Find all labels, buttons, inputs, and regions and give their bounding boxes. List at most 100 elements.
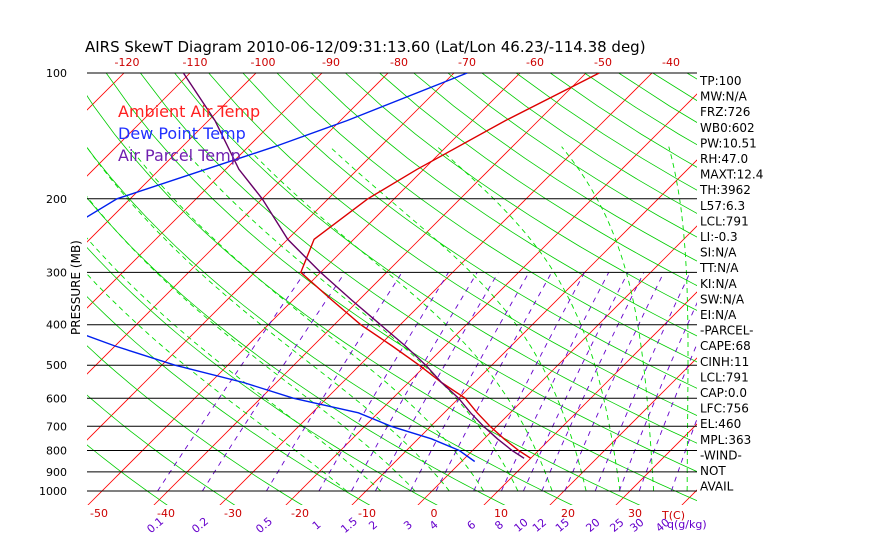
top-temp-tick-label: -40 xyxy=(662,56,680,69)
bottom-temp-tick-label: 20 xyxy=(561,507,575,520)
dry-adiabat-line xyxy=(413,73,697,262)
mixing-ratio-lines xyxy=(157,272,697,492)
isotherm-line xyxy=(549,357,697,505)
isotherm-line xyxy=(153,73,587,505)
isotherm-line xyxy=(615,423,697,505)
top-temp-tick-label: -50 xyxy=(594,56,612,69)
top-temp-tick-label: -90 xyxy=(322,56,340,69)
dry-adiabat-line xyxy=(208,73,697,416)
legend-entry: Dew Point Temp xyxy=(118,124,246,143)
mixing-ratio-line xyxy=(473,272,585,492)
pressure-tick-label: 500 xyxy=(46,359,67,372)
pressure-tick-label: 1000 xyxy=(39,485,67,498)
mixing-ratio-line xyxy=(594,272,691,492)
dry-adiabat-line xyxy=(87,94,641,505)
sounding-profiles xyxy=(87,73,600,463)
stability-index-item: EL:460 xyxy=(700,417,741,431)
dry-adiabat-line xyxy=(87,246,438,505)
moist-adiabat-line xyxy=(87,196,416,492)
moist-adiabat-line xyxy=(180,146,519,492)
top-temp-tick-label: -110 xyxy=(183,56,208,69)
dry-adiabat-line xyxy=(87,296,371,505)
bottom-temp-tick-labels: -50 -40 -30 -20 -10 0 10 20 30 xyxy=(90,507,642,520)
mixing-ratio-line xyxy=(522,272,629,492)
isotherm-line xyxy=(87,73,389,375)
bottom-temp-tick-label: -10 xyxy=(358,507,376,520)
mixing-ratio-line xyxy=(670,417,697,492)
dry-adiabat-line xyxy=(87,146,573,505)
isotherm-line xyxy=(87,73,191,177)
isotherm-line xyxy=(804,33,870,515)
bottom-temp-tick-label: -30 xyxy=(224,507,242,520)
top-temp-tick-label: -70 xyxy=(458,56,476,69)
top-temp-tick-label: -60 xyxy=(526,56,544,69)
isotherm-line xyxy=(87,73,257,243)
top-temp-tick-label: -120 xyxy=(115,56,140,69)
mixing-ratio-tick-label: 0.5 xyxy=(253,515,275,536)
stability-index-item: NOT xyxy=(700,464,726,478)
dry-adiabat-line xyxy=(87,444,168,505)
bottom-temp-tick-label: 0 xyxy=(431,507,438,520)
mixing-ratio-line xyxy=(202,272,346,492)
mixing-ratio-line xyxy=(157,272,306,492)
mixing-ratio-line xyxy=(351,272,478,492)
stability-index-item: SI:N/A xyxy=(700,246,737,260)
moist-adiabat-line xyxy=(668,146,689,491)
stability-index-item: MAXT:12.4 xyxy=(700,168,763,182)
moist-adiabat-lines xyxy=(87,146,689,492)
dry-adiabat-line xyxy=(652,73,697,102)
stability-index-item: -WIND- xyxy=(700,448,742,462)
stability-index-item: RH:47.0 xyxy=(700,152,748,166)
isotherm-line xyxy=(351,159,697,505)
moist-adiabat-line xyxy=(561,146,655,492)
stability-index-item: WB0:602 xyxy=(700,121,755,135)
stability-index-item: CAPE:68 xyxy=(700,339,751,353)
moist-adiabat-line xyxy=(329,146,587,492)
isotherm-line xyxy=(483,291,697,505)
stability-index-item: FRZ:726 xyxy=(700,105,750,119)
legend-entry: Ambient Air Temp xyxy=(118,102,260,121)
mixing-ratio-line xyxy=(375,272,499,492)
pressure-tick-label: 600 xyxy=(46,392,67,405)
isotherm-line xyxy=(417,225,697,505)
dry-adiabat-line xyxy=(87,197,506,505)
moist-adiabat-line xyxy=(245,146,553,492)
mixing-ratio-tick-label: 2 xyxy=(366,518,380,532)
stability-index-item: TP:100 xyxy=(699,74,742,88)
top-temp-tick-label: -100 xyxy=(251,56,276,69)
isotherm-line xyxy=(0,33,32,515)
moist-adiabat-line xyxy=(87,273,347,492)
stability-index-item: AVAIL xyxy=(700,480,734,494)
stability-index-item: TT:N/A xyxy=(699,261,739,275)
stability-index-item: MW:N/A xyxy=(700,90,748,104)
pressure-tick-labels: 100 200 300 400 500 600 700 800 900 1000 xyxy=(39,67,67,498)
mixing-ratio-tick-label: 3 xyxy=(401,518,415,532)
mixing-ratio-line xyxy=(500,272,610,492)
dry-adiabat-line xyxy=(378,73,697,287)
mixing-ratio-tick-label: 12 xyxy=(530,516,549,535)
stability-index-item: EI:N/A xyxy=(700,308,737,322)
stability-index-item: CAP:0.0 xyxy=(700,386,747,400)
top-temp-tick-label: -80 xyxy=(390,56,408,69)
mixing-ratio-line xyxy=(266,272,403,492)
mixing-ratio-tick-label: 20 xyxy=(583,516,602,535)
stability-index-item: MPL:363 xyxy=(700,433,751,447)
pressure-tick-label: 900 xyxy=(46,466,67,479)
isotherm-line xyxy=(285,93,697,505)
dry-adiabat-line xyxy=(87,394,236,505)
mixing-ratio-line xyxy=(541,272,645,492)
profile-ambient-air-temp xyxy=(299,73,600,459)
pressure-tick-label: 200 xyxy=(46,193,67,206)
isotherm-line xyxy=(738,33,870,515)
dry-adiabat-line xyxy=(87,345,303,505)
stability-index-item: KI:N/A xyxy=(700,277,737,291)
chart-title: AIRS SkewT Diagram 2010-06-12/09:31:13.6… xyxy=(85,38,646,56)
bottom-temp-tick-label: 10 xyxy=(494,507,508,520)
profile-dew-point-temp xyxy=(87,73,476,463)
dry-adiabat-line xyxy=(139,73,697,473)
isotherm-line xyxy=(219,73,653,505)
mixing-ratio-tick-label: 1.5 xyxy=(338,515,360,536)
mixing-ratio-tick-label: 10 xyxy=(512,516,531,535)
